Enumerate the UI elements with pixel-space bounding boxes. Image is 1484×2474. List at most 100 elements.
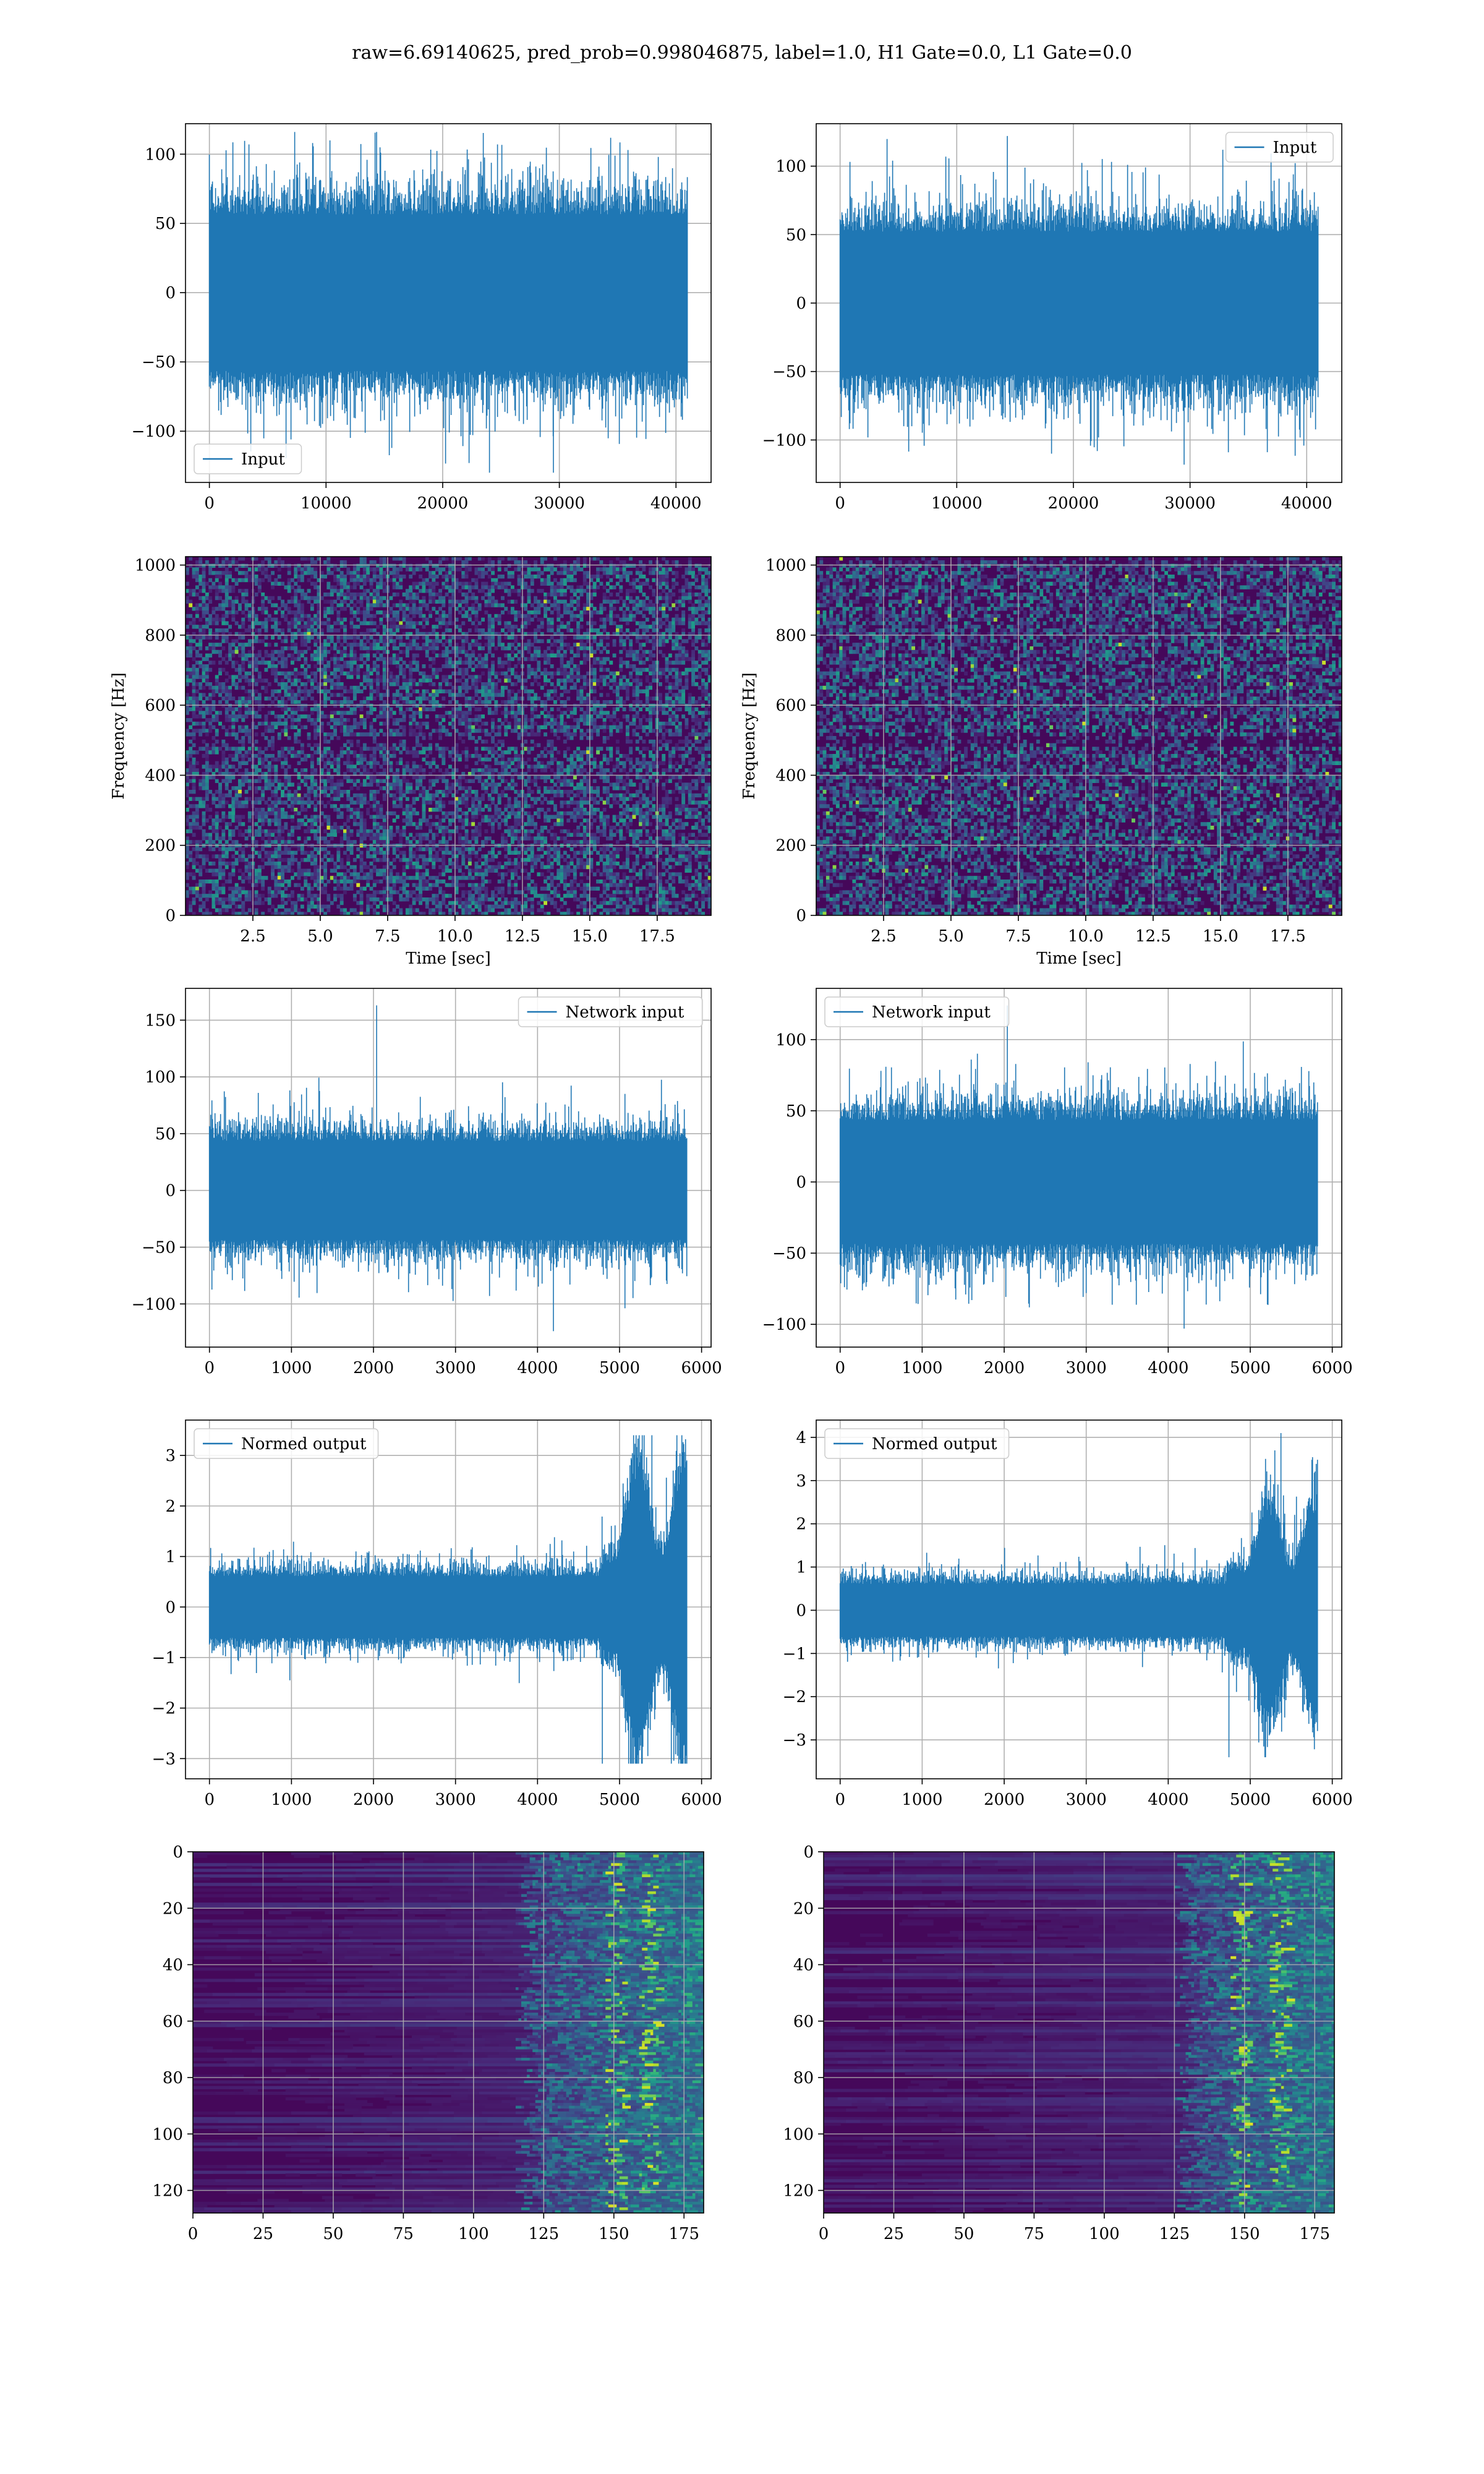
h1-spectrogram-xlabel: Time [sec] <box>406 949 491 968</box>
l1-feature-map-cells <box>824 1852 1334 2213</box>
l1-feature-map-xtick-label-2: 50 <box>953 2225 974 2243</box>
h1-network-input-ytick-label-5: 150 <box>145 1011 176 1030</box>
l1-feature-map-ytick-label-3: 60 <box>793 2013 814 2031</box>
l1-network-input-xtick-label-2: 2000 <box>984 1359 1025 1377</box>
l1-input-ytick-label-0: −100 <box>762 431 806 450</box>
l1-input-legend-label: Input <box>1273 139 1317 157</box>
h1-input-plot-area <box>186 124 711 482</box>
h1-feature-map-xtick-label-4: 100 <box>458 2225 489 2243</box>
h1-network-input-ytick-label-3: 50 <box>155 1125 176 1144</box>
l1-network-input-legend-box <box>824 996 1010 1027</box>
h1-input-series-line <box>208 132 688 473</box>
l1-network-input-xtick-label-5: 5000 <box>1230 1359 1271 1377</box>
l1-spectrogram-plot-area <box>816 557 1342 915</box>
l1-normed-output-xtick-label-5: 5000 <box>1230 1791 1271 1809</box>
l1-feature-map-plot-area <box>824 1852 1334 2213</box>
h1-normed-output-axes: Normed output 0 1000 2000 3000 4000 5000 6000 −3… <box>152 1419 722 1809</box>
h1-normed-output-plot-area <box>186 1420 711 1779</box>
l1-spectrogram-xtick-label-5: 15.0 <box>1203 927 1239 946</box>
h1-network-input-legend-label: Network input <box>566 1003 684 1022</box>
h1-normed-output-ytick-label-3: 0 <box>165 1598 176 1617</box>
h1-normed-output-xtick-label-2: 2000 <box>353 1791 394 1809</box>
h1-input-ytick-label-3: 50 <box>155 215 176 233</box>
h1-normed-output-xtick-label-3: 3000 <box>435 1791 476 1809</box>
l1-spectrogram-cells <box>816 557 1342 915</box>
l1-feature-map-xtick-label-1: 25 <box>884 2225 904 2243</box>
h1-spectrogram-xtick-label-2: 7.5 <box>375 927 400 946</box>
h1-normed-output-xtick-label-4: 4000 <box>517 1791 558 1809</box>
h1-input-xtick-label-4: 40000 <box>650 494 702 513</box>
l1-normed-output-xtick-label-6: 6000 <box>1312 1791 1353 1809</box>
h1-feature-map-xtick-label-0: 0 <box>188 2225 198 2243</box>
h1-normed-output-xtick-label-5: 5000 <box>599 1791 640 1809</box>
l1-spectrogram-xtick-label-1: 5.0 <box>938 927 963 946</box>
h1-network-input-legend-box <box>518 996 703 1027</box>
l1-spectrogram-ytick-label-5: 1000 <box>765 557 806 575</box>
h1-normed-output-ytick-label-6: 3 <box>165 1447 176 1465</box>
h1-network-input-ytick-label-4: 100 <box>145 1068 176 1087</box>
l1-feature-map-ytick-label-5: 100 <box>783 2125 814 2144</box>
l1-normed-output-legend: Normed output <box>824 1428 1010 1459</box>
l1-network-input-xtick-label-6: 6000 <box>1312 1359 1353 1377</box>
l1-spectrogram-ytick-label-4: 800 <box>775 627 806 645</box>
l1-spectrogram-xlabel: Time [sec] <box>1036 949 1122 968</box>
h1-input-ytick-label-0: −100 <box>132 422 176 441</box>
h1-network-input-xtick-label-1: 1000 <box>271 1359 312 1377</box>
h1-feature-map-ytick-label-6: 120 <box>152 2182 183 2201</box>
h1-feature-map-ytick-label-0: 0 <box>173 1843 183 1862</box>
l1-spectrogram-ytick-label-0: 0 <box>796 907 806 925</box>
l1-normed-output-legend-label: Normed output <box>872 1435 997 1453</box>
l1-spectrogram-xtick-label-4: 12.5 <box>1135 927 1171 946</box>
l1-feature-map-xtick-label-7: 175 <box>1299 2225 1330 2243</box>
h1-feature-map-ytick-label-4: 80 <box>163 2069 183 2087</box>
h1-spectrogram-ylabel: Frequency [Hz] <box>109 672 128 800</box>
l1-spectrogram-xtick-label-6: 17.5 <box>1270 927 1306 946</box>
l1-feature-map-ytick-label-6: 120 <box>783 2182 814 2201</box>
h1-network-input-frame <box>185 988 712 1348</box>
h1-input-legend-box <box>194 443 302 474</box>
h1-normed-output-legend-box <box>194 1428 379 1459</box>
h1-input-legend: Input <box>194 443 302 474</box>
l1-network-input-ytick-label-0: −100 <box>762 1316 806 1334</box>
l1-input-xtick-label-3: 30000 <box>1164 494 1216 513</box>
l1-normed-output-ytick-label-7: 4 <box>796 1429 806 1447</box>
l1-network-input-legend: Network input <box>824 996 1010 1027</box>
l1-network-input-ytick-label-3: 50 <box>786 1102 806 1121</box>
l1-network-input-legend-label: Network input <box>872 1003 991 1022</box>
l1-input-xtick-label-0: 0 <box>835 494 845 513</box>
h1-spectrogram-cells <box>186 557 711 915</box>
h1-network-input-ytick-label-2: 0 <box>165 1182 176 1201</box>
h1-network-input-legend: Network input <box>518 996 703 1027</box>
h1-input-xtick-label-2: 20000 <box>417 494 469 513</box>
l1-normed-output-ytick-label-5: 2 <box>796 1515 806 1534</box>
h1-feature-map-cells <box>193 1852 704 2213</box>
l1-spectrogram-xtick-label-3: 10.0 <box>1068 927 1104 946</box>
h1-input-axes: Input 0 10000 20000 30000 40000 −100 −50 0 50 100 <box>132 123 712 513</box>
h1-spectrogram-ytick-label-4: 800 <box>145 627 176 645</box>
h1-input-ytick-label-1: −50 <box>142 353 176 372</box>
l1-input-xtick-label-2: 20000 <box>1048 494 1099 513</box>
h1-normed-output-legend-label: Normed output <box>241 1435 367 1453</box>
l1-normed-output-xtick-label-4: 4000 <box>1148 1791 1188 1809</box>
h1-feature-map-ytick-label-5: 100 <box>152 2125 183 2144</box>
l1-spectrogram-ylabel: Frequency [Hz] <box>740 672 759 800</box>
l1-network-input-series-line <box>839 1005 1318 1329</box>
l1-normed-output-ytick-label-6: 3 <box>796 1472 806 1491</box>
l1-feature-map-ytick-label-2: 40 <box>793 1956 814 1975</box>
h1-input-xtick-label-1: 10000 <box>301 494 352 513</box>
l1-network-input-ytick-label-4: 100 <box>775 1031 806 1050</box>
l1-normed-output-xtick-label-3: 3000 <box>1066 1791 1107 1809</box>
h1-spectrogram-xtick-label-5: 15.0 <box>572 927 608 946</box>
h1-feature-map-axes: 0 25 50 75 100 125 150 175 0 20 40 60 80 100 120 <box>152 1843 704 2243</box>
h1-spectrogram-xtick-label-1: 5.0 <box>307 927 333 946</box>
l1-normed-output-series-line <box>839 1433 1318 1758</box>
h1-network-input-ytick-label-0: −100 <box>132 1295 176 1314</box>
h1-normed-output-legend: Normed output <box>194 1428 379 1459</box>
l1-feature-map-frame <box>823 1851 1335 2214</box>
l1-network-input-ytick-label-1: −50 <box>772 1244 806 1263</box>
h1-feature-map-ytick-label-3: 60 <box>163 2013 183 2031</box>
h1-input-xtick-label-0: 0 <box>204 494 215 513</box>
